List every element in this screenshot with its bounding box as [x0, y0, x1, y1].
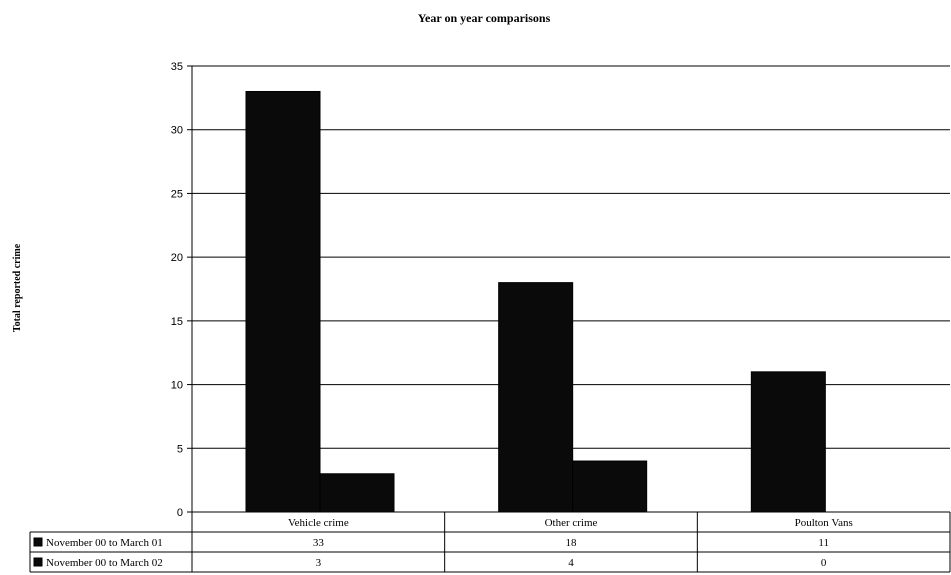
bar-1-other-crime — [498, 282, 574, 513]
category-label: Other crime — [545, 517, 598, 529]
table-value: 0 — [821, 557, 827, 569]
category-label: Vehicle crime — [288, 517, 349, 529]
y-tick-label: 10 — [171, 380, 183, 392]
table-value: 3 — [316, 557, 322, 569]
y-tick-label: 20 — [171, 252, 183, 264]
y-tick-label: 5 — [177, 443, 183, 455]
data-table: Vehicle crime Other crime Poulton Vans Nove… — [29, 511, 951, 573]
y-tick-label: 30 — [171, 125, 183, 137]
table-value: 11 — [818, 537, 829, 549]
y-axis-ticks: 0 5 10 15 20 25 30 35 — [171, 61, 193, 519]
table-value: 33 — [313, 537, 325, 549]
series-name: November 00 to March 02 — [46, 557, 163, 569]
chart-title: Year on year comparisons — [418, 11, 551, 25]
series-name: November 00 to March 01 — [46, 537, 163, 549]
y-tick-label: 15 — [171, 316, 183, 328]
y-tick-label: 35 — [171, 61, 183, 73]
y-tick-label: 25 — [171, 188, 183, 200]
table-value: 18 — [566, 537, 578, 549]
legend-key — [33, 537, 43, 547]
legend-key — [33, 557, 43, 567]
y-tick-label: 0 — [177, 507, 183, 519]
bars — [245, 90, 826, 513]
category-label: Poulton Vans — [795, 517, 853, 529]
bar-1-vehicle-crime — [245, 90, 321, 513]
table-value: 4 — [568, 557, 574, 569]
bar-1-poulton-vans — [750, 371, 826, 513]
bar-2-vehicle-crime — [319, 473, 395, 513]
y-axis-label: Total reported crime — [12, 243, 23, 332]
bar-2-other-crime — [572, 460, 648, 513]
